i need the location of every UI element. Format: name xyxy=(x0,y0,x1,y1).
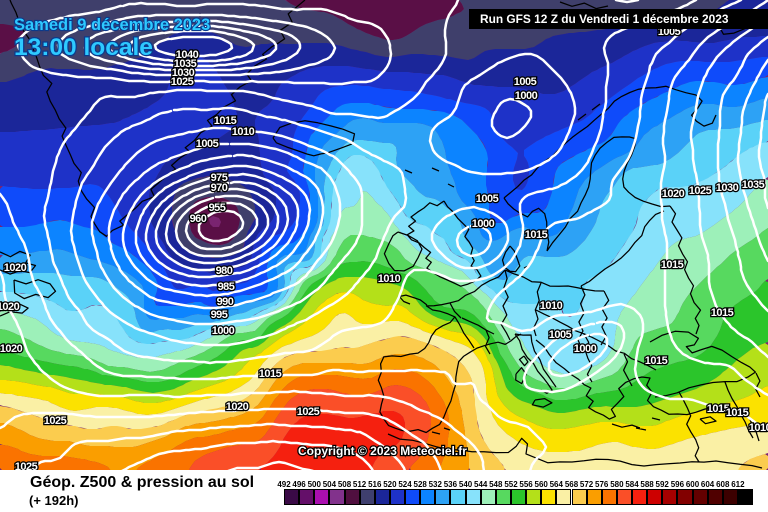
svg-text:980: 980 xyxy=(216,265,233,277)
svg-text:1030: 1030 xyxy=(172,67,195,79)
svg-text:1000: 1000 xyxy=(574,343,597,355)
svg-text:Copyright © 2023 Meteociel.fr: Copyright © 2023 Meteociel.fr xyxy=(298,444,467,458)
svg-text:1015: 1015 xyxy=(259,368,282,380)
svg-text:1015: 1015 xyxy=(711,307,734,319)
svg-text:1040: 1040 xyxy=(176,49,199,61)
svg-text:1020: 1020 xyxy=(0,343,23,355)
svg-text:960: 960 xyxy=(190,213,207,225)
svg-text:1015: 1015 xyxy=(214,115,237,127)
svg-text:955: 955 xyxy=(209,202,226,214)
svg-text:Run GFS 12 Z du Vendredi 1 déc: Run GFS 12 Z du Vendredi 1 décembre 2023 xyxy=(480,12,729,26)
svg-text:1035: 1035 xyxy=(174,58,197,70)
svg-text:1020: 1020 xyxy=(226,401,249,413)
svg-text:1025: 1025 xyxy=(171,76,194,88)
svg-text:1015: 1015 xyxy=(726,407,749,419)
svg-text:1015: 1015 xyxy=(645,355,668,367)
svg-text:1005: 1005 xyxy=(196,138,219,150)
svg-text:1025: 1025 xyxy=(297,406,320,418)
svg-text:1005: 1005 xyxy=(549,329,572,341)
svg-text:1010: 1010 xyxy=(378,273,401,285)
svg-text:Samedi 9 décembre 2023: Samedi 9 décembre 2023 xyxy=(14,16,210,34)
svg-text:1020: 1020 xyxy=(0,301,20,313)
svg-text:1020: 1020 xyxy=(662,188,685,200)
svg-text:1010: 1010 xyxy=(540,300,563,312)
svg-text:13:00 locale: 13:00 locale xyxy=(14,34,153,61)
svg-text:1025: 1025 xyxy=(44,415,67,427)
svg-text:990: 990 xyxy=(217,296,234,308)
svg-text:970: 970 xyxy=(211,182,228,194)
svg-text:985: 985 xyxy=(218,281,235,293)
svg-text:1005: 1005 xyxy=(476,193,499,205)
svg-text:1030: 1030 xyxy=(716,182,739,194)
svg-text:1000: 1000 xyxy=(212,325,235,337)
svg-text:1015: 1015 xyxy=(525,229,548,241)
svg-text:1020: 1020 xyxy=(4,262,27,274)
svg-text:1000: 1000 xyxy=(515,90,538,102)
svg-text:1025: 1025 xyxy=(15,461,38,470)
svg-text:1015: 1015 xyxy=(661,259,684,271)
svg-text:1005: 1005 xyxy=(514,76,537,88)
svg-text:1000: 1000 xyxy=(472,218,495,230)
svg-text:995: 995 xyxy=(211,309,228,321)
svg-text:1035: 1035 xyxy=(742,179,765,191)
svg-text:1010: 1010 xyxy=(232,126,255,138)
svg-text:1010: 1010 xyxy=(749,422,768,434)
svg-text:1015: 1015 xyxy=(707,403,730,415)
svg-text:1025: 1025 xyxy=(689,185,712,197)
svg-text:975: 975 xyxy=(211,172,228,184)
